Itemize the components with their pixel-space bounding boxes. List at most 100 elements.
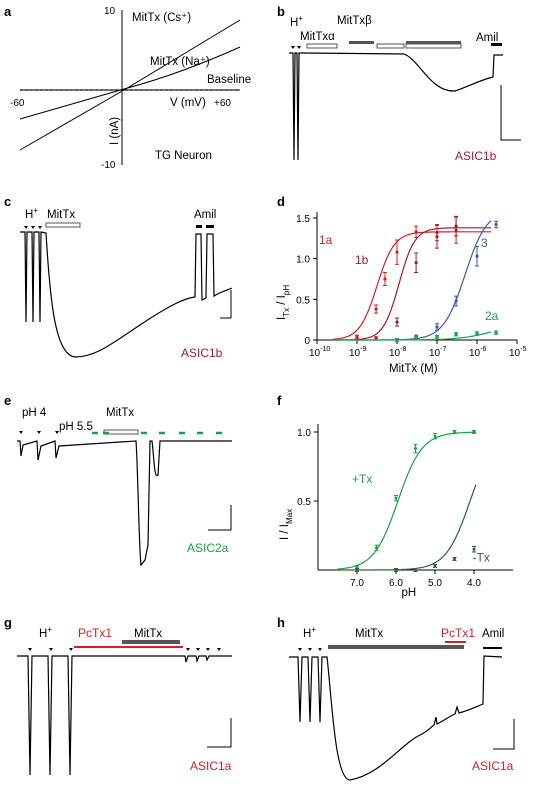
panel-d-xtick-base: 10 xyxy=(349,348,361,359)
panel-d-data-point xyxy=(494,222,498,227)
panel-f-ylabel-main: I / I xyxy=(279,524,291,540)
panel-a-xright-label: +60 xyxy=(214,98,231,109)
panel-e-channel-label: ASIC2a xyxy=(187,541,229,555)
panel-d-data-point xyxy=(414,261,418,265)
panel-b-amil-bar xyxy=(491,43,502,46)
panel-f-xtick-label: 4.0 xyxy=(467,578,481,589)
panel-a-cs-label: MitTx (Cs⁺) xyxy=(132,12,191,24)
panel-h-channel-label: ASIC1a xyxy=(472,759,514,773)
panel-b-mittxa-bar2 xyxy=(405,43,462,49)
panel-f-series-label: -Tx xyxy=(473,550,490,564)
panel-g-h-label: H+ xyxy=(39,625,52,640)
panel-h-proton-markers xyxy=(298,648,322,651)
panel-e-mittx-label: MitTx xyxy=(106,407,134,419)
panel-b-bar2-label: MitTxβ xyxy=(337,15,372,27)
panel-b-label: b xyxy=(277,4,285,19)
panel-d-data-point xyxy=(383,277,387,281)
panel-d-fit-curve-3 xyxy=(333,220,492,341)
panel-b-scalebar xyxy=(500,85,521,141)
panel-b-mittx-combo1 xyxy=(376,43,405,49)
panel-d-data-point xyxy=(355,335,359,339)
panel-e-trace xyxy=(17,440,232,567)
panel-d-y-axis-label: ITx / IpH xyxy=(276,285,291,320)
panel-h: h H+ MitTx PcTx1 Amil ASIC1a xyxy=(277,615,515,781)
panel-d-data-point xyxy=(395,338,399,342)
panel-d-xtick-base: 10 xyxy=(429,348,441,359)
panel-g-proton-markers xyxy=(28,648,221,651)
panel-d-data-point xyxy=(494,331,498,335)
panel-e-ph4-markers xyxy=(19,431,59,434)
panel-d-ytick-label: 0 xyxy=(304,336,310,347)
panel-d-series-label: 1a xyxy=(319,233,333,247)
panel-f-data-point xyxy=(355,568,359,572)
panel-d-data-point xyxy=(475,331,479,336)
panel-d-data-point xyxy=(435,335,439,339)
panel-d-data-point xyxy=(374,307,378,311)
panel-e: e pH 4 pH 5.5 MitTx ASIC2a xyxy=(4,393,232,567)
panel-c-proton-markers xyxy=(24,226,42,229)
panel-d-fit-curve-1b xyxy=(333,227,491,341)
panel-f-chart: f 0.5 1.0 7.0 6.0 5.0 4.0 pH I / IMax +Tx -Tx xyxy=(277,393,513,599)
panel-f-data-point xyxy=(472,547,476,551)
panel-d-ytick-label: 1.5 xyxy=(296,214,310,225)
panel-h-mittx-bar xyxy=(328,645,464,649)
panel-d-data-point xyxy=(414,336,418,340)
panel-f-label: f xyxy=(277,393,282,408)
panel-c-amil-label: Amil xyxy=(194,209,216,221)
panel-d-xtick-base: 10 xyxy=(309,348,321,359)
panel-d-ylabel-sub1: Tx xyxy=(282,308,291,317)
panel-d-x-axis-label: MitTx (M) xyxy=(389,363,438,375)
panel-f-data-point xyxy=(355,565,359,569)
panel-d-xtick-exp: -9 xyxy=(360,346,366,353)
panel-b-trace xyxy=(289,52,503,161)
panel-b-channel-label: ASIC1b xyxy=(455,149,497,163)
panel-d-xtick-exp: -5 xyxy=(520,346,526,353)
panel-c-h-label: H+ xyxy=(25,206,38,221)
panel-d-xtick-label: 10-7 xyxy=(429,346,446,359)
panel-f-fit-curve xyxy=(337,484,477,571)
panel-f-ytick-label: 0.5 xyxy=(297,497,311,508)
panel-b-mittxb-bar2 xyxy=(406,41,461,44)
panel-g-scalebar xyxy=(207,718,232,748)
panel-a: a 10 -10 -60 +60 V (mV) I (nA) MitTx (Cs… xyxy=(4,4,251,171)
panel-d-data-point xyxy=(454,332,458,336)
panel-d-series-label: 3 xyxy=(481,236,488,250)
panel-f-ytick-label: 1.0 xyxy=(297,428,311,439)
panel-d-xtick-label: 10-10 xyxy=(309,346,330,359)
panel-d-xtick-label: 10-9 xyxy=(349,346,366,359)
panel-c-amil-bar1 xyxy=(196,225,202,228)
panel-h-scalebar xyxy=(493,719,515,750)
panel-f-xtick-label: 7.0 xyxy=(350,578,364,589)
panel-b-proton-markers xyxy=(291,46,301,49)
panel-a-xleft-label: -60 xyxy=(10,98,25,109)
panel-d-ylabel-sub2: pH xyxy=(282,285,291,295)
panel-d-data-point xyxy=(454,224,458,228)
panel-c: c H+ MitTx Amil ASIC1b xyxy=(4,194,233,360)
panel-h-pctx-label: PcTx1 xyxy=(441,626,475,640)
panel-d-xtick-base: 10 xyxy=(509,348,521,359)
panel-d-xtick-label: 10-8 xyxy=(389,346,406,359)
panel-d-data-point xyxy=(435,325,439,329)
panel-d-xtick-exp: -7 xyxy=(440,346,446,353)
panel-c-scalebar xyxy=(220,290,232,319)
panel-d-data-point xyxy=(454,299,458,303)
panel-h-amil-label: Amil xyxy=(482,628,504,640)
panel-b-mittxb-bar xyxy=(349,41,374,44)
panel-a-cs-curve xyxy=(19,46,241,120)
panel-f-data-point xyxy=(433,434,437,438)
panel-f-data-point xyxy=(394,496,398,500)
panel-c-channel-label: ASIC1b xyxy=(181,346,223,360)
panel-g: g H+ PcTx1 MitTx ASIC1a xyxy=(4,615,232,776)
panel-c-trace xyxy=(20,231,233,358)
panel-f-data-point xyxy=(453,557,456,561)
panel-f-x-axis-label: pH xyxy=(402,587,417,599)
panel-d-ytick-label: 0.5 xyxy=(296,295,310,306)
panel-h-amil-bar xyxy=(483,647,502,649)
panel-g-pctx-bar xyxy=(74,646,183,648)
panel-a-y-axis-label: I (nA) xyxy=(109,117,121,145)
panel-d-chart: d 00.51.01.510-10 10-9 10-8 10-7 10-6 10-5Mit… xyxy=(276,194,526,375)
panel-d-xtick-exp: -6 xyxy=(480,346,486,353)
panel-d-data-point xyxy=(414,230,418,234)
panel-c-mittx-bar xyxy=(45,222,81,228)
